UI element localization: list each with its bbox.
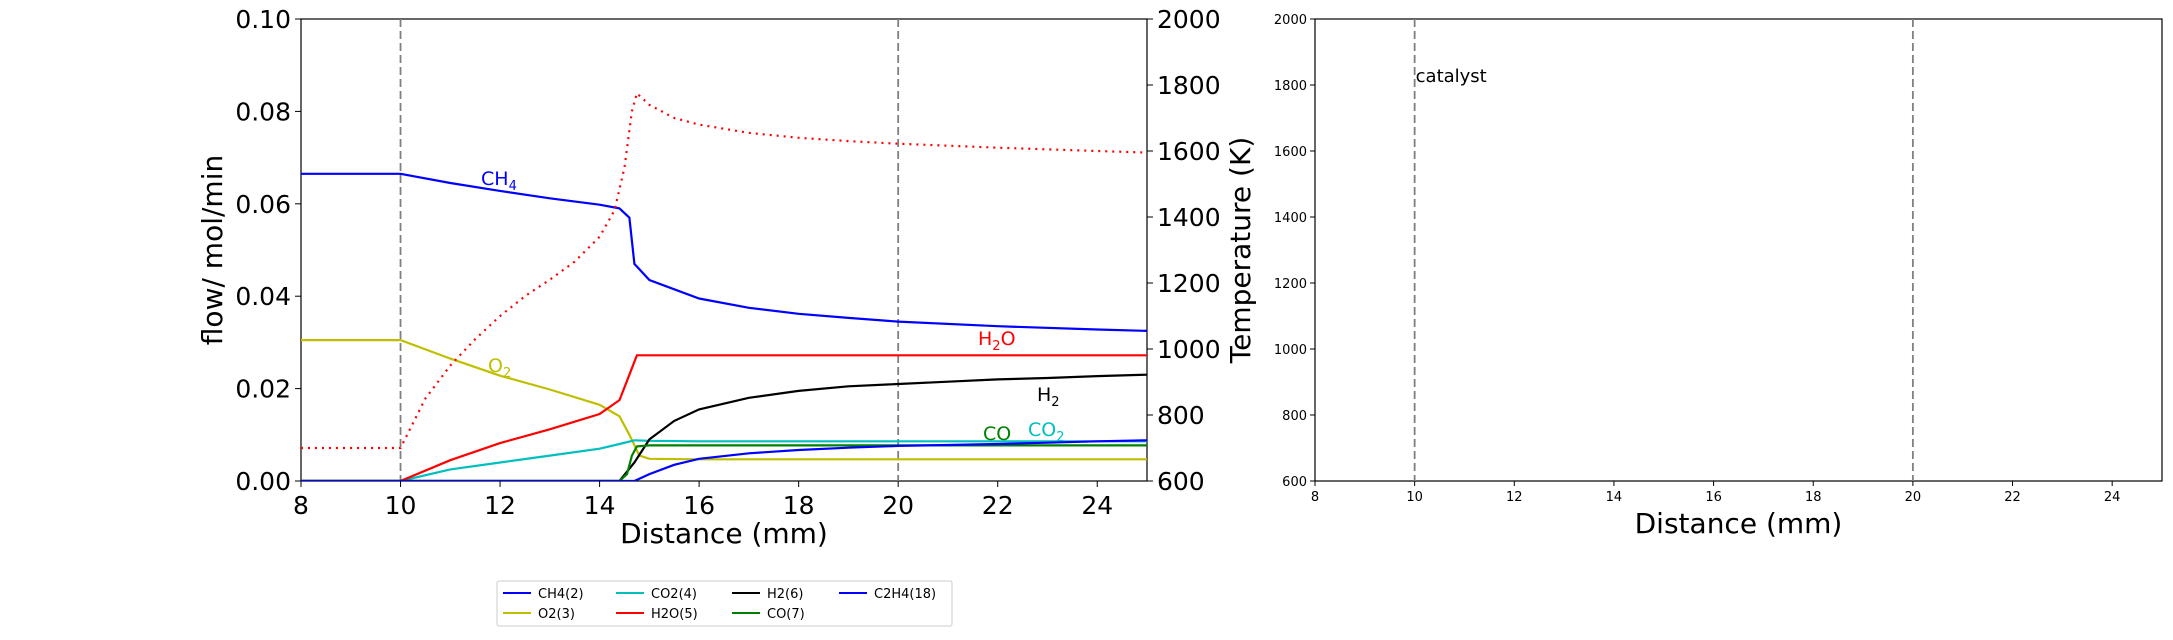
legend-entry-label: H2(6) — [767, 587, 803, 602]
right-plot-frame — [1314, 18, 2163, 482]
left-y-tick-label: 0.00 — [235, 467, 291, 496]
right-panel-x-tick-label: 16 — [1705, 490, 1722, 505]
right-panel-y-tick-label: 2000 — [1274, 13, 1307, 28]
left-x-tick-label: 20 — [882, 491, 914, 520]
right-y-axis-label: Temperature (K) — [1224, 137, 1257, 364]
series-line-c2h4-18- — [301, 439, 1147, 481]
annotation-main: H — [978, 328, 992, 350]
left-y-tick-label: 0.10 — [235, 5, 291, 34]
series-line-co-7- — [301, 444, 1147, 481]
left-x-tick-label: 24 — [1081, 491, 1113, 520]
legend-entry-label: CO(7) — [767, 607, 805, 622]
right-y-tick-label: 1000 — [1157, 335, 1221, 364]
right-panel-x-tick-label: 22 — [2004, 490, 2021, 505]
legend-entry-label: CH4(2) — [538, 587, 584, 602]
left-x-tick-label: 18 — [783, 491, 815, 520]
left-y-tick-label: 0.08 — [235, 97, 291, 126]
right-panel-x-tick-label: 10 — [1406, 490, 1423, 505]
legend-box — [496, 580, 953, 627]
annotation-sub: 2 — [1051, 395, 1059, 410]
right-panel-y-tick-label: 1800 — [1274, 79, 1307, 94]
left-x-tick-label: 22 — [982, 491, 1014, 520]
right-y-tick-label: 800 — [1157, 401, 1205, 430]
left-x-axis-label: Distance (mm) — [620, 517, 828, 550]
right-y-tick-label: 1200 — [1157, 269, 1221, 298]
right-x-axis-label: Distance (mm) — [1635, 507, 1843, 540]
left-y-tick-label: 0.06 — [235, 190, 291, 219]
left-y-tick-label: 0.02 — [235, 375, 291, 404]
right-panel-x-tick-label: 24 — [2104, 490, 2121, 505]
right-panel-x-tick-label: 14 — [1606, 490, 1623, 505]
legend-entry-label: C2H4(18) — [874, 587, 936, 602]
right-y-tick-label: 1800 — [1157, 71, 1221, 100]
annotation-tail: O — [1001, 328, 1016, 350]
legend-entry-label: CO2(4) — [651, 587, 697, 602]
left-y-tick-label: 0.04 — [235, 282, 291, 311]
right-y-tick-label: 2000 — [1157, 5, 1221, 34]
right-panel-x-tick-label: 20 — [1905, 490, 1922, 505]
left-x-tick-label: 10 — [385, 491, 417, 520]
left-x-tick-label: 8 — [293, 491, 309, 520]
left-x-tick-label: 16 — [683, 491, 715, 520]
right-panel-y-tick-label: 600 — [1282, 475, 1307, 490]
series-line-co2-4- — [301, 439, 1147, 481]
series-annotation: O2 — [488, 355, 511, 381]
right-y-tick-label: 1400 — [1157, 203, 1221, 232]
left-x-tick-label: 14 — [584, 491, 616, 520]
series-annotation: H2 — [1037, 384, 1060, 410]
series-annotation: CO — [983, 423, 1011, 445]
right-panel-y-tick-label: 1600 — [1274, 145, 1307, 160]
series-line-h2-6- — [301, 373, 1147, 481]
series-line-ch4-2- — [301, 172, 1147, 332]
left-plot-frame — [300, 18, 1148, 482]
annotation-main: CH — [481, 168, 509, 190]
right-panel-y-tick-label: 1400 — [1274, 211, 1307, 226]
right-y-tick-label: 600 — [1157, 467, 1205, 496]
annotation-sub: 2 — [503, 366, 511, 381]
series-line-o2-3- — [301, 339, 1147, 461]
series-line-temperature — [301, 91, 1147, 450]
right-panel-y-tick-label: 1000 — [1274, 343, 1307, 358]
annotation-main: O — [488, 355, 503, 377]
annotation-sub: 4 — [509, 179, 517, 194]
series-annotation: CH4 — [481, 168, 517, 194]
right-panel-x-tick-label: 8 — [1311, 490, 1319, 505]
series-line-h2o-5- — [301, 354, 1147, 481]
left-y-axis-label: flow/ mol/min — [196, 155, 229, 345]
series-annotation: H2O — [978, 328, 1016, 354]
annotation-main: CO — [983, 423, 1011, 445]
right-panel-y-tick-label: 1200 — [1274, 277, 1307, 292]
legend-entry-label: O2(3) — [538, 607, 575, 622]
legend-entry-label: H2O(5) — [651, 607, 698, 622]
right-panel-y-tick-label: 800 — [1282, 409, 1307, 424]
catalyst-annotation: catalyst — [1416, 66, 1487, 87]
annotation-main: H — [1037, 384, 1051, 406]
right-y-tick-label: 1600 — [1157, 137, 1221, 166]
annotation-main: CO — [1028, 419, 1056, 441]
series-annotation: CO2 — [1028, 419, 1065, 445]
right-panel-x-tick-label: 12 — [1506, 490, 1523, 505]
left-x-tick-label: 12 — [484, 491, 516, 520]
annotation-sub: 2 — [992, 339, 1000, 354]
annotation-sub: 2 — [1056, 430, 1064, 445]
right-panel-x-tick-label: 18 — [1805, 490, 1822, 505]
